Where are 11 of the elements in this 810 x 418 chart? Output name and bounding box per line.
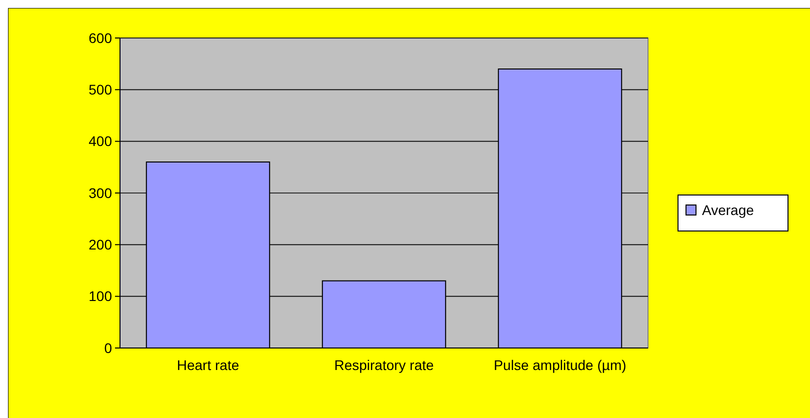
y-tick-label: 500	[88, 82, 112, 98]
y-tick-label: 600	[88, 30, 112, 46]
x-tick-label: Pulse amplitude (µm)	[494, 357, 626, 373]
legend-label: Average	[702, 202, 754, 218]
y-tick-label: 0	[104, 340, 112, 356]
x-tick-label: Heart rate	[176, 357, 240, 373]
y-tick-label: 400	[88, 133, 112, 150]
y-tick-label: 300	[88, 184, 112, 201]
y-tick-label: 100	[88, 288, 112, 304]
x-tick-label: Respiratory rate	[334, 357, 434, 373]
y-tick-label: 200	[88, 236, 112, 253]
